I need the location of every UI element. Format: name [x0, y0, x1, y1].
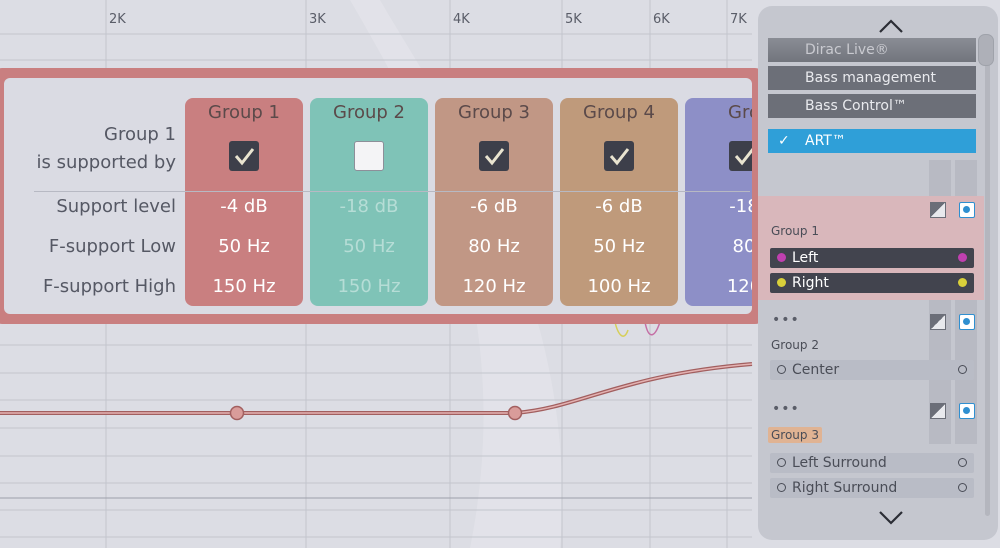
split-icon[interactable]: [930, 314, 946, 330]
group-card-name: Group 1: [208, 102, 280, 123]
support-level-value[interactable]: -4 dB: [220, 196, 268, 217]
support-level-value[interactable]: -6 dB: [595, 196, 643, 217]
menu-bass-control[interactable]: Bass Control™: [768, 94, 976, 118]
group-card-2: Group 2 -18 dB 50 Hz 150 Hz: [310, 98, 428, 306]
f-low-value[interactable]: 80 Hz: [468, 236, 520, 257]
support-checkbox[interactable]: [229, 141, 259, 171]
check-icon: [609, 148, 630, 166]
group-2-section[interactable]: ••• Group 2 Center: [758, 310, 984, 390]
support-checkbox[interactable]: [729, 141, 752, 171]
popup-title-line2: is supported by: [36, 152, 176, 173]
channel-right[interactable]: Right: [770, 273, 974, 293]
f-high-value[interactable]: 120: [726, 276, 752, 297]
channel-center[interactable]: Center: [770, 360, 974, 380]
channel-right-label: Right: [792, 275, 829, 291]
sidebar-scrollbar[interactable]: [985, 36, 990, 516]
scroll-down-icon[interactable]: [876, 508, 906, 528]
f-high-value[interactable]: 150 Hz: [212, 276, 276, 297]
channel-color-dot: [958, 253, 967, 262]
visibility-icon[interactable]: [959, 202, 975, 218]
channel-color-dot: [777, 483, 786, 492]
group-card-4: Group 4 -6 dB 50 Hz 100 Hz: [560, 98, 678, 306]
group-card-5: Gro -18 80 120: [685, 98, 752, 306]
eq-node: [507, 405, 523, 421]
f-low-value[interactable]: 50 Hz: [593, 236, 645, 257]
more-options-icon[interactable]: •••: [772, 312, 800, 328]
f-support-low-label: F-support Low: [48, 236, 176, 257]
visibility-icon[interactable]: [959, 314, 975, 330]
popup-title-line1: Group 1: [104, 124, 176, 145]
support-level-value[interactable]: -18: [729, 196, 752, 217]
channel-color-dot: [777, 253, 786, 262]
eq-node: [229, 405, 245, 421]
channel-color-dot: [958, 458, 967, 467]
support-level-value[interactable]: -6 dB: [470, 196, 518, 217]
support-checkbox[interactable]: [354, 141, 384, 171]
scroll-up-icon[interactable]: [876, 16, 906, 36]
f-low-value[interactable]: 50 Hz: [343, 236, 395, 257]
channel-color-dot: [958, 365, 967, 374]
group-2-label: Group 2: [771, 338, 819, 352]
support-popup: Group 1 is supported by Support level F-…: [0, 68, 765, 324]
check-icon: ✓: [778, 133, 790, 149]
check-icon: [734, 148, 752, 166]
popup-divider: [34, 191, 750, 192]
channel-color-dot: [958, 483, 967, 492]
f-support-high-label: F-support High: [42, 276, 176, 297]
f-high-value[interactable]: 150 Hz: [337, 276, 401, 297]
menu-art[interactable]: ✓ ART™: [768, 129, 976, 153]
freq-label-3k: 3K: [309, 12, 326, 27]
freq-label-7k: 7K: [730, 12, 747, 27]
menu-dirac-live[interactable]: Dirac Live®: [768, 38, 976, 62]
sidebar-scroll-thumb[interactable]: [978, 34, 994, 66]
split-icon[interactable]: [930, 403, 946, 419]
channel-center-label: Center: [792, 362, 840, 378]
channel-sidebar: Dirac Live® Bass management Bass Control…: [758, 6, 998, 540]
channel-left-surround-label: Left Surround: [792, 455, 887, 471]
f-high-value[interactable]: 100 Hz: [587, 276, 651, 297]
freq-label-5k: 5K: [565, 12, 582, 27]
visibility-icon[interactable]: [959, 403, 975, 419]
group-card-1: Group 1 -4 dB 50 Hz 150 Hz: [185, 98, 303, 306]
check-icon: [234, 148, 255, 166]
channel-color-dot: [777, 365, 786, 374]
support-level-label: Support level: [56, 196, 176, 217]
group-card-name: Group 3: [458, 102, 530, 123]
channel-left[interactable]: Left: [770, 248, 974, 268]
menu-bass-management[interactable]: Bass management: [768, 66, 976, 90]
group-card-name: Gro: [728, 102, 752, 123]
channel-color-dot: [777, 458, 786, 467]
group-card-3: Group 3 -6 dB 80 Hz 120 Hz: [435, 98, 553, 306]
group-3-section[interactable]: ••• Group 3 Left Surround Right Surround: [758, 399, 984, 503]
support-level-value[interactable]: -18 dB: [339, 196, 399, 217]
support-checkbox[interactable]: [604, 141, 634, 171]
support-checkbox[interactable]: [479, 141, 509, 171]
freq-label-2k: 2K: [109, 12, 126, 27]
group-card-name: Group 2: [333, 102, 405, 123]
group-card-name: Group 4: [583, 102, 655, 123]
channel-left-label: Left: [792, 250, 819, 266]
check-icon: [484, 148, 505, 166]
f-low-value[interactable]: 50 Hz: [218, 236, 270, 257]
more-options-icon[interactable]: •••: [772, 401, 800, 417]
freq-label-6k: 6K: [653, 12, 670, 27]
channel-right-surround[interactable]: Right Surround: [770, 478, 974, 498]
group-3-label: Group 3: [768, 427, 822, 443]
split-icon[interactable]: [930, 202, 946, 218]
channel-color-dot: [777, 278, 786, 287]
f-low-value[interactable]: 80: [732, 236, 752, 257]
menu-art-label: ART™: [805, 133, 846, 149]
channel-left-surround[interactable]: Left Surround: [770, 453, 974, 473]
freq-label-4k: 4K: [453, 12, 470, 27]
f-high-value[interactable]: 120 Hz: [462, 276, 526, 297]
group-1-section[interactable]: Group 1 Left Right: [758, 196, 984, 300]
channel-color-dot: [958, 278, 967, 287]
support-popup-content: Group 1 is supported by Support level F-…: [4, 78, 752, 314]
group-1-label: Group 1: [771, 224, 819, 238]
channel-right-surround-label: Right Surround: [792, 480, 898, 496]
